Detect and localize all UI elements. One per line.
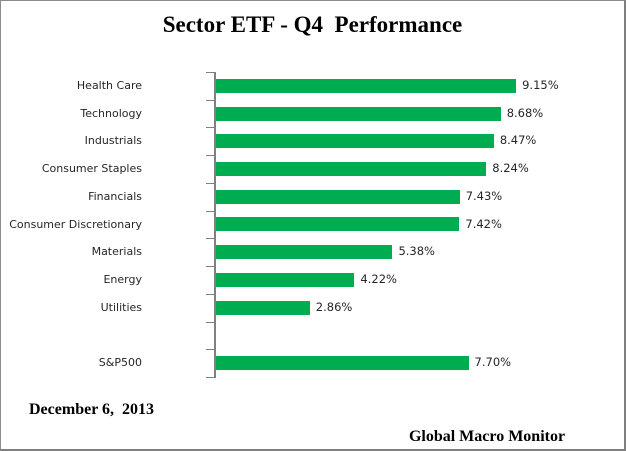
value-label: 5.38% xyxy=(398,244,435,259)
category-label: S&P500 xyxy=(98,356,142,370)
value-label: 7.42% xyxy=(465,216,502,231)
brand-name: Global Macro Monitor xyxy=(408,428,566,445)
bar xyxy=(216,217,460,232)
value-label: 7.70% xyxy=(474,355,512,370)
bar-row: Materials 5.38% xyxy=(1,238,624,266)
bar xyxy=(216,245,393,260)
axis-tick xyxy=(206,72,214,73)
date-label: December 6, 2013 xyxy=(29,401,154,418)
bar-row: Industrials 8.47% xyxy=(1,127,624,155)
category-label: Utilities xyxy=(100,300,142,314)
axis-tick xyxy=(206,322,214,323)
category-label: Health Care xyxy=(76,79,142,92)
axis-tick xyxy=(206,294,214,295)
axis-tick xyxy=(206,100,214,101)
bar xyxy=(216,300,310,315)
category-label: Consumer Staples xyxy=(41,162,142,176)
axis-tick xyxy=(206,266,214,267)
bar-row: S&P500 7.70% xyxy=(1,349,624,377)
axis-tick xyxy=(206,238,214,239)
bar xyxy=(216,356,469,371)
value-label: 2.86% xyxy=(315,299,353,314)
value-label: 4.22% xyxy=(360,272,397,287)
value-label: 8.47% xyxy=(499,133,537,148)
bar xyxy=(216,78,517,93)
category-label: Energy xyxy=(103,273,142,287)
category-label: Industrials xyxy=(84,134,142,148)
bar-row: Financials 7.43% xyxy=(1,183,624,211)
axis-tick xyxy=(206,155,214,156)
category-label: Consumer Discretionary xyxy=(9,217,142,231)
bar xyxy=(216,106,501,121)
axis-tick xyxy=(206,183,214,184)
chart-title: Sector ETF - Q4 Performance xyxy=(162,12,463,37)
brand-block: Global Macro Monitor macromon.wordpress.… xyxy=(395,398,579,449)
category-axis-line xyxy=(214,72,216,378)
value-label: 9.15% xyxy=(522,78,559,92)
value-label: 8.68% xyxy=(506,105,544,120)
bar-row: Consumer Discretionary 7.42% xyxy=(1,211,624,239)
category-label: Financials xyxy=(88,189,142,203)
bar xyxy=(216,272,355,287)
bar-row: Utilities 2.86% xyxy=(1,294,624,322)
axis-tick xyxy=(206,349,214,350)
axis-tick xyxy=(206,127,214,128)
category-label: Materials xyxy=(91,245,142,259)
bar xyxy=(216,189,460,204)
bar xyxy=(216,162,487,177)
bar-row: Consumer Staples 8.24% xyxy=(1,155,624,183)
bar-row xyxy=(1,322,624,350)
bar-row: Technology 8.68% xyxy=(1,100,624,128)
bar-row: Energy 4.22% xyxy=(1,266,624,294)
category-label: Technology xyxy=(80,106,142,120)
value-label: 8.24% xyxy=(492,161,529,176)
axis-tick xyxy=(206,211,214,212)
value-label: 7.43% xyxy=(465,188,503,203)
bar xyxy=(216,134,494,149)
axis-tick xyxy=(206,377,214,378)
bar-row: Health Care 9.15% xyxy=(1,72,624,100)
